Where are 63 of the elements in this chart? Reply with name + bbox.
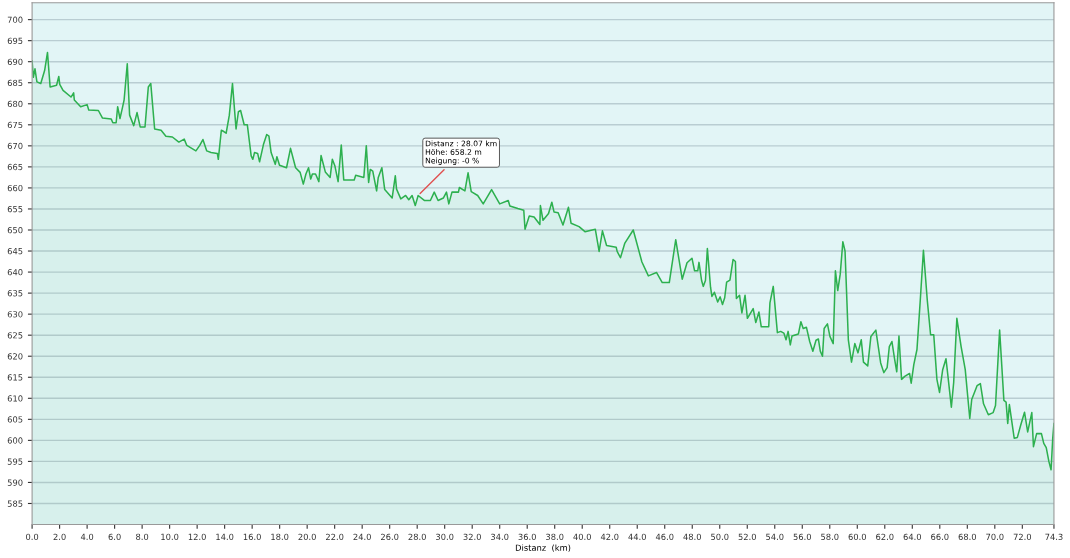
x-tick-label: 32.0 [463, 533, 481, 540]
x-tick-label: 24.0 [353, 533, 371, 540]
x-tick-label: 26.0 [381, 533, 399, 540]
y-tick-label: 635 [7, 290, 23, 297]
y-tick-label: 625 [7, 332, 23, 339]
y-tick-label: 630 [7, 311, 23, 318]
y-tick-label: 595 [7, 458, 23, 465]
x-tick-label: 16.0 [243, 533, 261, 540]
y-tick-label: 610 [7, 395, 23, 402]
x-tick-label: 0.0 [26, 533, 39, 540]
x-tick-label: 48.0 [683, 533, 701, 540]
y-tick-label: 680 [7, 100, 23, 108]
y-tick-label: 670 [7, 142, 23, 150]
x-tick-label: 66.0 [931, 533, 949, 540]
x-tick-label: 12.0 [188, 533, 206, 540]
x-tick-label: 70.0 [986, 533, 1004, 540]
y-tick-label: 640 [7, 269, 23, 276]
x-tick-label: 62.0 [876, 533, 894, 540]
y-tick-label: 585 [7, 500, 23, 507]
x-tick-label: 18.0 [271, 533, 289, 540]
x-tick-label: 44.0 [628, 533, 646, 540]
x-tick-label: 72.0 [1013, 533, 1032, 540]
x-tick-label: 20.0 [298, 533, 316, 540]
x-tick-label: 52.0 [738, 533, 756, 540]
y-tick-label: 695 [7, 37, 23, 44]
y-tick-label: 655 [7, 205, 23, 213]
x-tick-label: 40.0 [573, 533, 591, 540]
y-tick-label: 615 [7, 374, 23, 381]
x-tick-label: 64.0 [903, 533, 922, 540]
y-tick-label: 620 [7, 353, 23, 360]
x-tick-label: 10.0 [161, 533, 179, 540]
x-tick-label: 56.0 [793, 533, 811, 540]
x-tick-label: 68.0 [958, 533, 977, 540]
x-tick-label: 28.0 [408, 533, 426, 540]
x-tick-label: 74.3 [1045, 533, 1063, 540]
x-tick-label: 8.0 [136, 533, 149, 540]
x-tick-label: 6.0 [108, 533, 121, 540]
y-tick-label: 690 [7, 58, 23, 65]
y-tick-label: 590 [7, 479, 23, 486]
y-tick-label: 605 [7, 416, 23, 423]
x-tick-label: 34.0 [491, 533, 509, 540]
x-tick-label: 46.0 [655, 533, 674, 540]
y-tick-label: 645 [7, 248, 23, 255]
x-tick-label: 14.0 [216, 533, 234, 540]
x-tick-label: 58.0 [821, 533, 839, 540]
x-tick-label: 60.0 [848, 533, 867, 540]
x-tick-label: 30.0 [436, 533, 454, 540]
y-tick-label: 675 [7, 121, 23, 129]
x-tick-label: 36.0 [518, 533, 536, 540]
y-tick-label: 650 [7, 226, 23, 234]
y-tick-label: 660 [7, 184, 23, 192]
y-tick-label: 600 [7, 437, 23, 444]
x-tick-label: 54.0 [766, 533, 784, 540]
y-tick-label: 700 [7, 16, 23, 23]
y-tick-label: 665 [7, 163, 23, 171]
x-axis-title: Distanz (km) [515, 544, 571, 552]
x-tick-label: 50.0 [711, 533, 729, 540]
x-tick-label: 22.0 [326, 533, 344, 540]
x-tick-label: 2.0 [53, 533, 66, 540]
y-tick-label: 685 [7, 79, 23, 87]
x-tick-label: 4.0 [80, 533, 94, 540]
x-tick-label: 42.0 [600, 533, 619, 540]
x-tick-label: 38.0 [546, 533, 564, 540]
